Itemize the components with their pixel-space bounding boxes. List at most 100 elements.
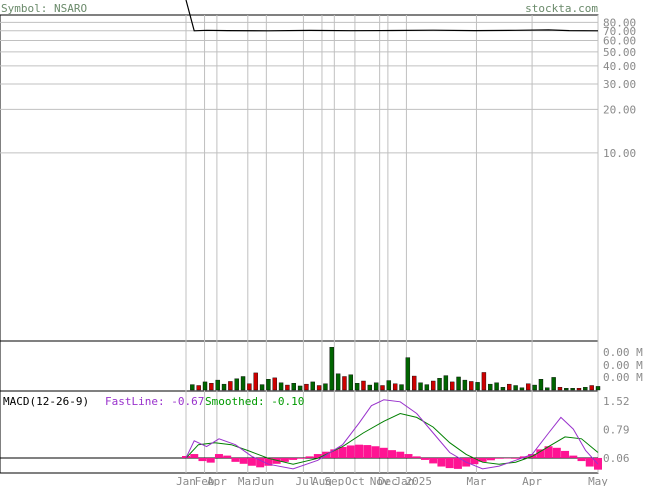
macd-histogram-bar <box>503 457 512 459</box>
macd-histogram-bar <box>206 457 215 463</box>
volume-bar <box>526 383 531 391</box>
volume-bar <box>538 379 544 391</box>
price-tick-label: 40.00 <box>603 60 636 73</box>
volume-bar <box>240 376 246 391</box>
macd-histogram-bar <box>305 456 314 458</box>
price-tick-label: 10.00 <box>603 147 636 160</box>
volume-bar <box>316 385 322 391</box>
x-tick-label: Oct <box>345 475 365 486</box>
volume-bar <box>570 388 575 391</box>
macd-histogram-bar <box>429 457 438 464</box>
macd-histogram-bar <box>247 457 256 466</box>
macd-histogram-bar <box>404 454 413 458</box>
volume-bar <box>386 380 392 391</box>
macd-histogram-bar <box>495 457 504 459</box>
macd-histogram-bar <box>445 457 454 469</box>
volume-bar <box>342 376 347 391</box>
volume-bar <box>380 385 385 391</box>
price-tick-label: 30.00 <box>603 78 636 91</box>
macd-fast-line <box>185 399 599 470</box>
volume-bar <box>234 378 239 391</box>
volume-bar <box>367 384 373 391</box>
volume-bar <box>354 383 360 391</box>
macd-histogram-bar <box>231 457 240 462</box>
volume-bar <box>488 383 493 391</box>
macd-histogram-bar <box>412 456 421 458</box>
macd-histogram-bar <box>544 446 553 458</box>
macd-histogram-bar <box>453 457 462 469</box>
volume-bar <box>221 383 227 391</box>
volume-bar <box>202 381 208 391</box>
volume-tick-label: 0.00 M <box>603 359 643 372</box>
price-tick-label: 70.00 <box>603 25 636 38</box>
macd-legend-smooth: Smoothed: -0.10 <box>205 395 304 408</box>
macd-histogram-bar <box>346 445 355 458</box>
volume-bar <box>323 383 328 391</box>
macd-legend-name: MACD(12-26-9) <box>3 395 89 408</box>
price-tick-label: 50.00 <box>603 46 636 59</box>
volume-bar <box>272 377 277 391</box>
volume-bar <box>266 379 271 391</box>
macd-tick-label: 0.79 <box>603 423 630 436</box>
volume-bar <box>373 382 379 391</box>
x-tick-label: Apr <box>207 475 227 486</box>
volume-bar <box>285 384 290 391</box>
volume-bar <box>469 381 474 391</box>
site-label: stockta.com <box>525 2 598 15</box>
volume-bar <box>513 385 518 391</box>
volume-tick-label: 0.00 M <box>603 346 643 359</box>
volume-bar <box>247 383 252 391</box>
x-tick-label: Nov <box>370 475 390 486</box>
volume-bar <box>348 374 353 391</box>
macd-histogram-bar <box>297 457 306 459</box>
volume-bar <box>456 376 461 391</box>
macd-histogram-bar <box>272 457 281 464</box>
macd-histogram-bar <box>569 455 578 458</box>
macd-legend-fast: FastLine: -0.67 <box>105 395 204 408</box>
price-layer <box>185 0 599 32</box>
symbol-label: Symbol: NSARO <box>1 2 87 15</box>
macd-histogram-bar <box>313 454 322 458</box>
macd-tick-label: 0.06 <box>603 452 630 465</box>
volume-bar <box>310 381 315 391</box>
macd-histogram-bar <box>371 446 380 458</box>
x-tick-label: Feb <box>195 475 215 486</box>
price-tick-label: 60.00 <box>603 34 636 47</box>
volume-bar <box>291 383 296 391</box>
volume-bar <box>589 385 594 391</box>
macd-histogram-bar <box>437 457 446 467</box>
volume-bar <box>450 381 455 391</box>
volume-bar <box>253 372 258 391</box>
volume-bar <box>564 388 569 391</box>
volume-bar <box>431 380 436 391</box>
volume-bar <box>507 383 512 391</box>
volume-bar <box>443 375 449 391</box>
macd-histogram-bar <box>396 451 405 458</box>
x-tick-label: Apr <box>522 475 542 486</box>
volume-bar <box>215 379 220 391</box>
volume-bar <box>209 383 214 391</box>
volume-bar <box>545 387 550 391</box>
x-tick-label: 2025 <box>406 475 433 486</box>
volume-bar <box>361 380 366 391</box>
price-line <box>185 0 599 32</box>
volume-bar <box>532 384 537 391</box>
macd-histogram-bar <box>486 457 495 461</box>
volume-bar <box>228 381 233 391</box>
volume-bar <box>500 387 506 391</box>
x-tick-label: Sep <box>324 475 344 486</box>
macd-smooth-line <box>185 412 599 465</box>
volume-bar <box>551 377 556 391</box>
macd-histogram-bar <box>577 457 586 462</box>
volume-bar <box>335 373 341 391</box>
x-tick-label: Jan <box>394 475 414 486</box>
volume-tick-label: 0.00 M <box>603 371 643 384</box>
grid-layer <box>0 15 599 473</box>
macd-histogram-bar <box>388 450 396 458</box>
volume-bar <box>437 378 442 391</box>
macd-histogram-bar <box>256 457 265 468</box>
volume-bar <box>405 357 411 391</box>
volume-bar <box>462 379 468 391</box>
